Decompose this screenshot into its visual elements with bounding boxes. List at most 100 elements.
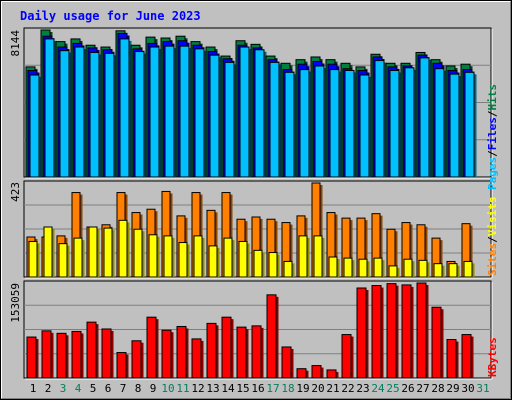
day-label: 7 (120, 382, 127, 395)
kbytes-bar-day-24 (371, 285, 384, 379)
day-axis-labels: 1 2 3 4 5 6 7 8 9 10 11 12 13 14 15 16 17 18 19 20 21 22 23 24 2… (30, 382, 490, 395)
day-label: 3 (60, 382, 67, 395)
pages-bar-day-17 (269, 61, 282, 178)
day-label: 2 (45, 382, 52, 395)
day-label: 28 (431, 382, 444, 395)
kbytes-bar-day-3 (56, 332, 69, 379)
pages-bar-day-18 (284, 71, 297, 178)
day-label: 21 (326, 382, 339, 395)
day-label: 16 (251, 382, 264, 395)
pages-files-hits-series-label: Pages/Files/Hits (486, 84, 499, 190)
visits-bar-day-23 (358, 258, 370, 278)
day-label: 24 (371, 382, 385, 395)
visits-bar-day-3 (58, 243, 70, 278)
kbytes-bar-day-17 (266, 294, 279, 379)
hits-legend-label: Hits (486, 84, 499, 111)
files-legend-label: Files (486, 117, 499, 150)
day-label: 12 (191, 382, 204, 395)
pages-bar-day-6 (104, 52, 117, 178)
day-label: 8 (135, 382, 142, 395)
visits-bar-day-29 (448, 263, 460, 278)
kbytes-bar-day-7 (116, 352, 129, 379)
kbytes-bar-day-27 (416, 282, 429, 379)
kbytes-bar-day-14 (221, 316, 234, 379)
pages-bar-day-27 (419, 57, 432, 178)
kbytes-bar-day-9 (146, 316, 159, 379)
hits-axis-max-label: 8144 (9, 30, 22, 57)
kbytes-bar-day-8 (131, 340, 144, 379)
pages-bar-day-26 (404, 67, 417, 178)
visits-bar-day-2 (43, 226, 55, 278)
day-label: 22 (341, 382, 354, 395)
kbytes-bar-day-26 (401, 284, 414, 379)
pages-bar-day-29 (449, 73, 462, 178)
day-label: 14 (221, 382, 235, 395)
visits-bar-day-26 (403, 258, 415, 278)
visits-bar-day-13 (208, 245, 220, 278)
kbytes-bar-day-10 (161, 329, 174, 379)
pages-bar-day-2 (44, 38, 57, 178)
visits-bar-day-28 (433, 263, 445, 278)
day-label: 17 (266, 382, 279, 395)
day-label: 15 (236, 382, 249, 395)
pages-bar-day-12 (194, 48, 207, 178)
pages-bar-day-9 (149, 46, 162, 178)
kbytes-bar-day-15 (236, 326, 249, 379)
sites-legend-label: Sites (486, 243, 499, 276)
pages-bar-day-28 (434, 68, 447, 178)
pages-bar-day-14 (224, 61, 237, 178)
pages-bar-day-23 (359, 74, 372, 178)
kbytes-bar-day-20 (311, 365, 324, 379)
day-label: 19 (296, 382, 309, 395)
day-label: 30 (461, 382, 474, 395)
kbytes-bar-day-30 (461, 334, 474, 379)
kbytes-panel (23, 280, 493, 380)
pages-bar-day-13 (209, 54, 222, 178)
day-label: 10 (161, 382, 174, 395)
day-label: 26 (401, 382, 414, 395)
day-label: 9 (150, 382, 157, 395)
legend-slash: / (486, 110, 499, 117)
day-label: 20 (311, 382, 324, 395)
day-label: 4 (75, 382, 82, 395)
day-label: 1 (30, 382, 37, 395)
kbytes-bar-day-25 (386, 283, 399, 379)
visits-bar-day-21 (328, 256, 340, 278)
day-label: 11 (176, 382, 189, 395)
visits-bar-day-24 (373, 257, 385, 278)
kbytes-bar-day-18 (281, 346, 294, 379)
day-label: 6 (105, 382, 112, 395)
day-label: 27 (416, 382, 429, 395)
pages-bar-day-11 (179, 45, 192, 178)
visits-bar-day-14 (223, 237, 235, 278)
kbytes-series-label: KBytes (486, 337, 499, 377)
day-label: 13 (206, 382, 219, 395)
kbytes-bar-day-1 (26, 336, 39, 379)
pages-bar-day-30 (464, 71, 477, 178)
pages-bar-day-10 (164, 45, 177, 178)
sites-axis-max-label: 423 (9, 182, 22, 202)
pages-bar-day-5 (89, 51, 102, 178)
pages-files-hits-panel (23, 27, 493, 179)
visits-bar-day-17 (268, 252, 280, 278)
pages-bar-day-21 (329, 69, 342, 178)
sites-visits-series-label: Sites/Visits (486, 197, 499, 277)
kbytes-axis-max-label: 153059 (9, 283, 22, 323)
kbytes-bar-day-19 (296, 368, 309, 379)
kbytes-bar-day-4 (71, 330, 84, 379)
pages-bar-day-15 (239, 46, 252, 178)
visits-bar-day-19 (298, 235, 310, 278)
visits-bar-day-12 (193, 235, 205, 278)
pages-bar-day-24 (374, 60, 387, 178)
kbytes-bar-day-5 (86, 321, 99, 379)
visits-bar-day-16 (253, 249, 265, 278)
day-label: 18 (281, 382, 294, 395)
pages-bar-day-22 (344, 70, 357, 178)
pages-bar-day-25 (389, 70, 402, 178)
visits-bar-day-9 (148, 234, 160, 278)
kbytes-bar-day-12 (191, 338, 204, 379)
visits-bar-day-11 (178, 242, 190, 278)
day-label: 31 (476, 382, 489, 395)
pages-bar-day-3 (59, 50, 72, 178)
